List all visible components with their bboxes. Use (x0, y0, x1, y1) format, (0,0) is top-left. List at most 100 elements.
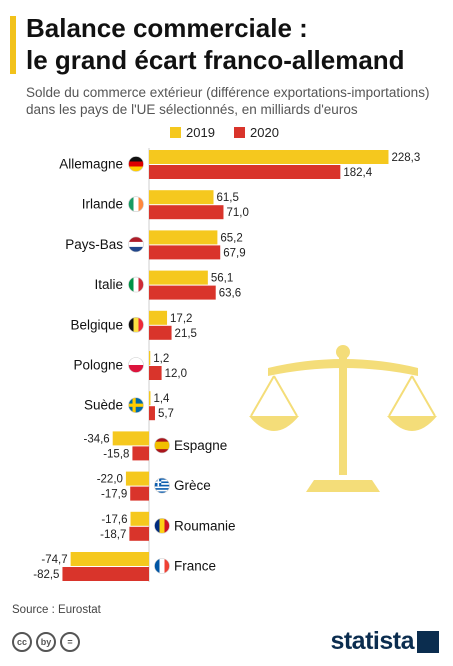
flag-cross-v (132, 397, 136, 413)
data-label-2019-france: -74,7 (41, 554, 67, 566)
bar-2019-belgique (149, 310, 168, 325)
flag-fr-icon (154, 558, 170, 574)
nd-license-icon: = (60, 632, 80, 652)
data-label-2020-france: -82,5 (33, 569, 59, 581)
category-label-allemagne: Allemagne (59, 157, 123, 172)
flag-stripe (128, 166, 144, 172)
balance-scale-icon (249, 345, 437, 492)
flag-stripe (154, 558, 160, 574)
flag-stripe (128, 246, 144, 252)
flag-border (128, 236, 144, 253)
bar-2019-grèce (125, 471, 149, 486)
bar-2020-espagne (132, 446, 149, 461)
data-label-2020-belgique: 21,5 (175, 328, 197, 340)
flag-stripe (154, 479, 170, 482)
bar-2020-pologne (149, 366, 162, 380)
bar-2020-italie (149, 285, 216, 300)
scale-knob (336, 345, 350, 359)
category-label-suède: Suède (84, 398, 123, 413)
bar-2019-allemagne (149, 150, 389, 164)
flag-stripe (128, 196, 134, 212)
data-label-2019-roumanie: -17,6 (101, 514, 127, 526)
flag-stripe (128, 365, 144, 373)
flag-border (128, 316, 144, 333)
flag-stripe (164, 518, 170, 534)
bar-2019-italie (149, 270, 208, 285)
category-label-espagne: Espagne (174, 438, 227, 453)
chart-title-line2: le grand écart franco-allemand (26, 45, 405, 75)
bar-2019-pologne (149, 351, 151, 365)
flag-stripe (154, 518, 160, 534)
category-label-pologne: Pologne (73, 358, 123, 373)
bar-2020-suède (149, 406, 155, 421)
flag-pl-icon (128, 357, 144, 373)
bar-2019-france (70, 552, 149, 566)
flag-stripe (159, 558, 165, 574)
bar-2019-suède (149, 391, 151, 406)
flag-stripe (133, 317, 139, 333)
data-label-2019-allemagne: 228,3 (391, 152, 420, 164)
bar-2020-irlande (149, 205, 224, 220)
flag-border (154, 437, 170, 454)
data-label-2019-italie: 56,1 (211, 273, 233, 285)
flag-border (154, 477, 170, 494)
chart-title-line1: Balance commerciale : (26, 13, 308, 43)
chart-title: Balance commerciale : le grand écart fra… (26, 12, 446, 76)
flag-stripe (154, 491, 170, 494)
data-label-2020-irlande: 71,0 (226, 207, 248, 219)
flag-stripe (128, 236, 144, 243)
data-label-2019-irlande: 61,5 (217, 192, 239, 204)
flag-stripe (128, 357, 144, 366)
bar-2020-belgique (149, 325, 172, 340)
legend-label-2019: 2019 (186, 125, 215, 140)
flag-stripe (138, 196, 144, 212)
data-label-2019-pays-bas: 65,2 (220, 232, 242, 244)
flag-stripe (154, 489, 170, 492)
flag-cross-h (128, 403, 144, 407)
flag-stripe (128, 241, 144, 248)
data-label-2020-allemagne: 182,4 (343, 167, 372, 179)
bar-2019-roumanie (130, 511, 149, 526)
legend-item-2020: 2020 (234, 125, 279, 140)
category-label-irlande: Irlande (82, 197, 123, 212)
source-note: Source : Eurostat (12, 604, 101, 616)
bar-2020-allemagne (149, 165, 341, 179)
data-label-2019-suède: 1,4 (153, 393, 170, 405)
scale-base (306, 480, 380, 492)
title-accent-bar (10, 16, 16, 74)
legend-label-2020: 2020 (250, 125, 279, 140)
statista-logo: statista (330, 627, 439, 656)
flag-stripe (128, 156, 144, 162)
flag-stripe (154, 483, 170, 485)
license-icons: cc by = (12, 632, 80, 652)
flag-stripe (133, 196, 139, 212)
flag-stripe (138, 317, 144, 333)
legend: 2019 2020 (0, 125, 453, 143)
data-label-2020-suède: 5,7 (158, 408, 174, 420)
flag-se-icon (128, 397, 144, 413)
scale-beam (268, 359, 418, 376)
flag-border (128, 397, 144, 414)
flag-stripe (154, 486, 170, 489)
flag-de-icon (128, 156, 144, 172)
bar-2020-pays-bas (149, 245, 221, 260)
category-label-france: France (174, 559, 216, 574)
data-label-2019-espagne: -34,6 (83, 433, 109, 445)
bar-2020-france (62, 567, 149, 581)
flag-border (128, 196, 144, 212)
category-label-grèce: Grèce (174, 478, 211, 493)
flag-gr-icon (154, 478, 170, 494)
statista-mark-icon (417, 630, 439, 653)
cc-license-icon: cc (12, 632, 32, 652)
bar-2020-roumanie (129, 526, 149, 541)
bar-2019-pays-bas (149, 230, 218, 245)
flag-nl-icon (128, 236, 144, 252)
bar-2019-irlande (149, 190, 214, 205)
flag-ie-icon (128, 196, 144, 212)
scale-collar (339, 378, 347, 382)
flag-be-icon (128, 317, 144, 333)
flag-stripe (128, 317, 134, 333)
flag-stripe (128, 161, 144, 167)
flag-ro-icon (154, 518, 170, 534)
